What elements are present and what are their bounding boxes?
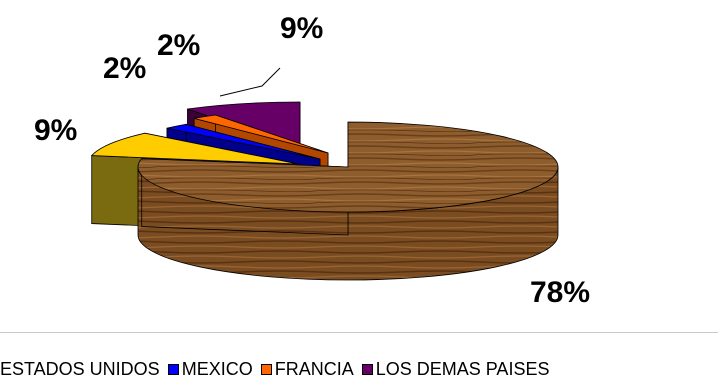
data-label-4: 9% <box>280 12 323 45</box>
legend-label: MEXICO <box>181 359 253 379</box>
data-label-0: 78% <box>530 276 590 309</box>
legend-label: ESTADOS UNIDOS <box>0 359 160 379</box>
legend-item-2: FRANCIA <box>260 359 354 380</box>
data-label-2: 2% <box>103 52 146 85</box>
pie-chart: 78% 9% 2% 2% 9% <box>34 12 590 309</box>
legend-item-3: LOS DEMAS PAISES <box>361 359 550 380</box>
legend-swatch <box>361 364 373 375</box>
pie-slice-0 <box>137 121 559 281</box>
leader-line <box>219 67 281 97</box>
legend-swatch <box>260 364 272 375</box>
legend: ESTADOS UNIDOS MEXICO FRANCIA LOS DEMAS PAI… <box>0 332 718 392</box>
legend-label: LOS DEMAS PAISES <box>375 359 550 379</box>
legend-item-1: MEXICO <box>167 359 253 380</box>
data-label-3: 2% <box>157 29 200 62</box>
data-label-1: 9% <box>34 114 77 147</box>
legend-swatch <box>167 364 179 375</box>
legend-label: FRANCIA <box>274 359 354 379</box>
legend-item-0: ESTADOS UNIDOS <box>0 359 160 380</box>
legend-row: ESTADOS UNIDOS MEXICO FRANCIA LOS DEMAS PAI… <box>0 359 557 380</box>
